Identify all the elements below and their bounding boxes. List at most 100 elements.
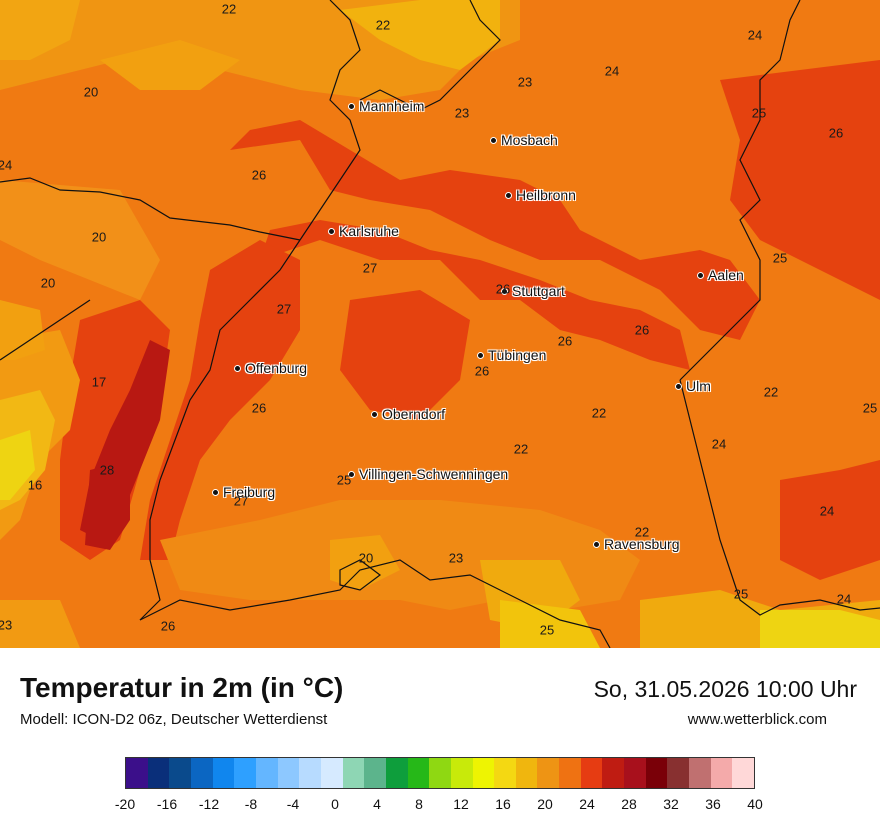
legend-color-segment bbox=[320, 758, 343, 788]
legend-color-segment bbox=[429, 758, 451, 788]
temperature-value: 25 bbox=[862, 400, 878, 416]
city-marker-icon bbox=[593, 540, 600, 548]
temperature-value: 22 bbox=[591, 405, 607, 421]
temperature-value: 24 bbox=[0, 157, 13, 173]
temperature-value: 26 bbox=[474, 363, 490, 379]
city-marker-icon bbox=[348, 102, 355, 110]
color-legend-bar bbox=[125, 757, 755, 789]
temperature-value: 22 bbox=[375, 17, 391, 33]
legend-color-segment bbox=[624, 758, 646, 788]
city-marker-icon bbox=[212, 488, 219, 496]
legend-tick-label: 16 bbox=[495, 796, 511, 812]
legend-tick-label: -4 bbox=[286, 796, 300, 812]
website-link: www.wetterblick.com bbox=[687, 711, 827, 728]
temperature-value: 24 bbox=[819, 503, 835, 519]
temperature-value: 20 bbox=[91, 229, 107, 245]
city-label: Villingen-Schwenningen bbox=[359, 466, 509, 482]
temperature-value: 23 bbox=[0, 617, 13, 633]
city-label: Ravensburg bbox=[604, 536, 680, 552]
legend-color-segment bbox=[494, 758, 516, 788]
city-ulm: Ulm bbox=[675, 378, 711, 394]
temperature-value: 26 bbox=[251, 167, 267, 183]
temperature-value: 24 bbox=[836, 591, 852, 607]
legend-color-segment bbox=[472, 758, 495, 788]
legend-tick-label: 32 bbox=[663, 796, 679, 812]
legend-color-segment bbox=[190, 758, 213, 788]
temperature-value: 24 bbox=[747, 27, 763, 43]
temperature-value: 26 bbox=[557, 333, 573, 349]
legend-color-segment bbox=[147, 758, 170, 788]
city-marker-icon bbox=[371, 410, 378, 418]
temperature-value: 26 bbox=[495, 281, 511, 297]
legend-tick-label: 24 bbox=[579, 796, 595, 812]
model-source: Modell: ICON-D2 06z, Deutscher Wetterdie… bbox=[20, 711, 328, 728]
temperature-value: 25 bbox=[733, 586, 749, 602]
legend-color-segment bbox=[299, 758, 321, 788]
legend-color-segment bbox=[537, 758, 560, 788]
city-marker-icon bbox=[501, 287, 508, 295]
temperature-value: 25 bbox=[336, 472, 352, 488]
temperature-value: 27 bbox=[276, 301, 292, 317]
temperature-map: Mannheim Mosbach Heilbronn Karlsruhe Aal… bbox=[0, 0, 880, 648]
city-marker-icon bbox=[675, 382, 682, 390]
legend-color-segment bbox=[234, 758, 256, 788]
legend-tick-label: 20 bbox=[537, 796, 553, 812]
temperature-value: 20 bbox=[358, 550, 374, 566]
map-shading bbox=[0, 0, 880, 648]
city-stuttgart: Stuttgart bbox=[501, 283, 565, 299]
city-marker-icon bbox=[234, 364, 241, 372]
legend-color-segment bbox=[645, 758, 668, 788]
legend-color-segment bbox=[169, 758, 191, 788]
city-offenburg: Offenburg bbox=[234, 360, 307, 376]
temperature-value: 25 bbox=[539, 622, 555, 638]
legend-color-segment bbox=[385, 758, 408, 788]
temperature-value: 23 bbox=[454, 105, 470, 121]
city-label: Aalen bbox=[708, 267, 744, 283]
temperature-value: 27 bbox=[233, 493, 249, 509]
legend-tick-label: -16 bbox=[156, 796, 178, 812]
city-label: Freiburg bbox=[223, 484, 276, 500]
city-oberndorf: Oberndorf bbox=[371, 406, 445, 422]
city-label: Mosbach bbox=[501, 132, 558, 148]
legend-color-segment bbox=[364, 758, 386, 788]
legend-tick-label: 12 bbox=[453, 796, 469, 812]
temperature-value: 22 bbox=[221, 1, 237, 17]
city-label: Tübingen bbox=[488, 347, 547, 363]
city-marker-icon bbox=[697, 271, 704, 279]
forecast-datetime: So, 31.05.2026 10:00 Uhr bbox=[593, 676, 857, 702]
city-label: Heilbronn bbox=[516, 187, 576, 203]
city-label: Stuttgart bbox=[512, 283, 565, 299]
legend-color-segment bbox=[515, 758, 538, 788]
map-title: Temperatur in 2m (in °C) bbox=[20, 672, 344, 703]
legend-tick-label: -12 bbox=[198, 796, 220, 812]
temperature-value: 20 bbox=[40, 275, 56, 291]
city-marker-icon bbox=[490, 136, 497, 144]
temperature-value: 24 bbox=[711, 436, 727, 452]
city-marker-icon bbox=[505, 191, 512, 199]
legend-tick-label: 0 bbox=[331, 796, 339, 812]
city-label: Oberndorf bbox=[382, 406, 446, 422]
legend-tick-label: 4 bbox=[373, 796, 381, 812]
city-marker-icon bbox=[477, 351, 484, 359]
city-label: Karlsruhe bbox=[339, 223, 399, 239]
legend-color-segment bbox=[602, 758, 625, 788]
city-ravensburg: Ravensburg bbox=[593, 536, 680, 552]
city-aalen: Aalen bbox=[697, 267, 744, 283]
legend-color-segment bbox=[450, 758, 473, 788]
legend-color-segment bbox=[212, 758, 235, 788]
temperature-value: 25 bbox=[772, 250, 788, 266]
temperature-value: 20 bbox=[83, 84, 99, 100]
temperature-value: 26 bbox=[160, 618, 176, 634]
legend-color-segment bbox=[667, 758, 690, 788]
city-label: Ulm bbox=[686, 378, 711, 394]
legend-tick-label: 8 bbox=[415, 796, 423, 812]
city-karlsruhe: Karlsruhe bbox=[328, 223, 399, 239]
temperature-value: 27 bbox=[362, 260, 378, 276]
temperature-value: 23 bbox=[517, 74, 533, 90]
temperature-value: 28 bbox=[99, 462, 115, 478]
legend-color-segment bbox=[407, 758, 430, 788]
legend-color-segment bbox=[342, 758, 365, 788]
city-mosbach: Mosbach bbox=[490, 132, 558, 148]
city-label: Mannheim bbox=[359, 98, 425, 114]
color-legend-ticks: -20 -16 -12 -8 -4 0 4 8 12 16 20 24 28 32 36 40 bbox=[115, 796, 763, 814]
